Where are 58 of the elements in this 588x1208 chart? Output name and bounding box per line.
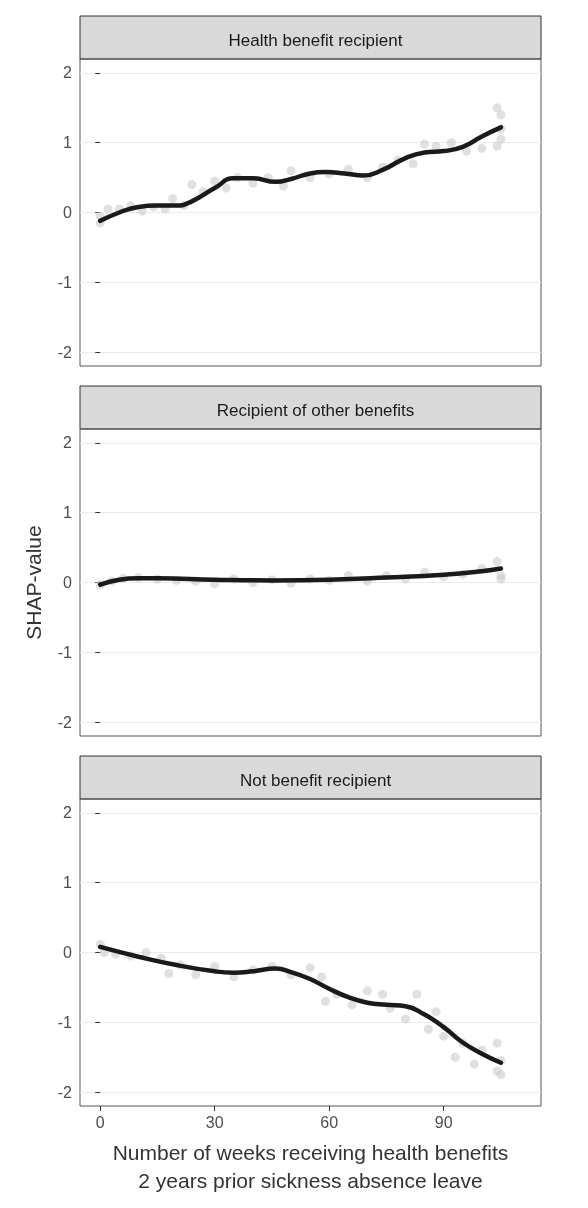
y-tick-label: -2 (57, 343, 73, 361)
point (469, 1059, 479, 1069)
y-axis-title: SHAP-value (22, 525, 45, 640)
point (439, 1031, 449, 1041)
point (492, 1038, 502, 1048)
y-tick-label: 2 (63, 434, 73, 452)
y-tick-label: -1 (57, 643, 73, 661)
y-tick-label: -1 (57, 273, 73, 291)
y-tick-label: 0 (63, 944, 73, 961)
point (450, 1052, 460, 1062)
y-tick-label: 0 (63, 574, 73, 591)
point (191, 970, 201, 980)
point (496, 134, 506, 144)
chart-title: Health benefit recipient (228, 31, 403, 50)
point (378, 989, 388, 999)
y-tick-label: -2 (57, 713, 73, 731)
point (431, 1007, 441, 1017)
y-tick-label: -2 (57, 1083, 73, 1101)
x-tick-label: 60 (320, 1113, 339, 1131)
line-series (97, 566, 504, 587)
point (492, 1066, 502, 1076)
point (496, 110, 506, 120)
point (492, 103, 502, 113)
point (305, 963, 315, 973)
point (423, 1024, 433, 1034)
point (492, 141, 502, 151)
point (477, 143, 487, 153)
point (362, 986, 372, 996)
y-tick-label: 1 (63, 874, 73, 892)
point (317, 972, 327, 982)
point (210, 176, 220, 186)
x-tick-label: 90 (434, 1113, 453, 1131)
point (492, 557, 502, 567)
chart-title: Not benefit recipient (239, 771, 392, 790)
x-tick-label: 0 (95, 1113, 105, 1131)
y-tick-label: 2 (63, 804, 73, 822)
point (412, 989, 422, 999)
chart-title: Recipient of other benefits (216, 401, 415, 420)
y-tick-label: 2 (63, 64, 73, 82)
point (320, 996, 330, 1006)
y-tick-label: 1 (63, 504, 73, 522)
point (103, 204, 113, 214)
point (168, 194, 178, 204)
x-tick-label: 30 (205, 1113, 224, 1131)
point (408, 159, 418, 169)
point (420, 139, 430, 149)
y-tick-label: -1 (57, 1013, 73, 1031)
point (347, 1000, 357, 1010)
y-tick-label: 1 (63, 134, 73, 152)
point (286, 166, 296, 176)
point (401, 1014, 411, 1024)
point (141, 948, 151, 957)
x-axis-title: Number of weeks receiving health benefits 2 years prior sickness absence leave (112, 1140, 509, 1192)
point (221, 183, 231, 193)
point (446, 138, 456, 148)
y-tick-label: 0 (63, 204, 73, 221)
point (187, 180, 197, 190)
point (164, 968, 174, 978)
